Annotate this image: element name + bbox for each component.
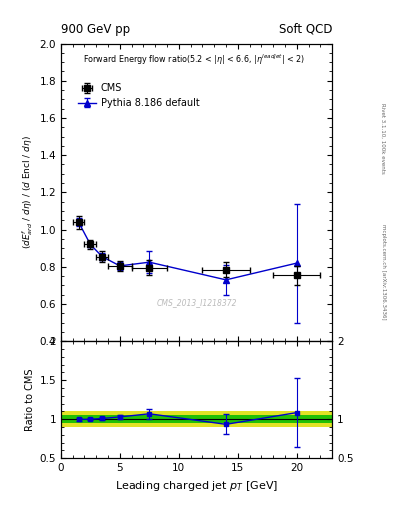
X-axis label: Leading charged jet $p_{T}$ [GeV]: Leading charged jet $p_{T}$ [GeV] xyxy=(115,479,278,493)
Text: Rivet 3.1.10, 100k events: Rivet 3.1.10, 100k events xyxy=(381,103,386,174)
Y-axis label: $(dE^{f}_{ard}$ / $d\eta)$ / $(d$ Encl / $d\eta)$: $(dE^{f}_{ard}$ / $d\eta)$ / $(d$ Encl /… xyxy=(20,136,35,249)
Legend: CMS, Pythia 8.186 default: CMS, Pythia 8.186 default xyxy=(75,79,203,112)
Y-axis label: Ratio to CMS: Ratio to CMS xyxy=(25,369,35,431)
Text: mcplots.cern.ch [arXiv:1306.3436]: mcplots.cern.ch [arXiv:1306.3436] xyxy=(381,224,386,319)
Bar xyxy=(61,412,332,427)
Text: Soft QCD: Soft QCD xyxy=(279,23,332,36)
Text: 900 GeV pp: 900 GeV pp xyxy=(61,23,130,36)
Text: CMS_2013_I1218372: CMS_2013_I1218372 xyxy=(156,298,237,307)
Bar xyxy=(61,415,332,423)
Text: Forward Energy flow ratio(5.2 < $|\eta|$ < 6.6, $|\eta^{leadjet}|$ < 2): Forward Energy flow ratio(5.2 < $|\eta|$… xyxy=(83,52,305,67)
